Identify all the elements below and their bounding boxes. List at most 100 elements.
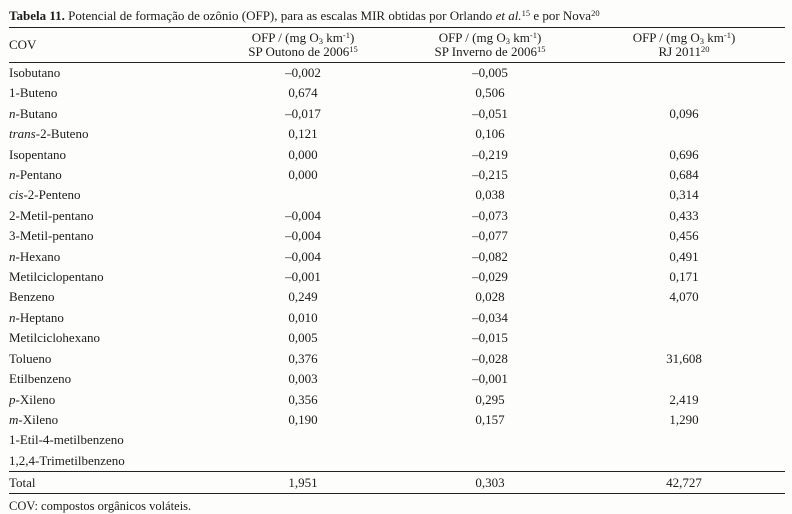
value-cell: [583, 63, 785, 84]
value-cell: 0,314: [669, 187, 699, 203]
caption-reference-20: 20: [591, 8, 600, 18]
value-cell: 0,295: [475, 391, 505, 407]
ofp-unit-label: OFP / (mg O3 km-1): [632, 30, 736, 46]
table-row: 1-Buteno 0,674 0,506: [9, 83, 785, 103]
table-body: Isobutano –0,002 –0,005 1-Buteno 0,674 0,506 n…: [9, 63, 785, 472]
value-cell: –0,015: [472, 330, 508, 346]
cov-cell: Isopentano: [9, 146, 67, 162]
value-cell: –0,017: [285, 105, 321, 121]
column-header-sp-inverno: OFP / (mg O3 km-1) SP Inverno de 200615: [397, 27, 583, 63]
table-row: n-Pentano 0,000 –0,215 0,684: [9, 165, 785, 185]
cov-cell: 1-Buteno: [9, 85, 58, 101]
cov-cell: Tolueno: [9, 350, 52, 366]
table-caption: Tabela 11. Potencial de formação de ozôn…: [9, 8, 784, 23]
cov-cell: 3-Metil-pentano: [9, 228, 94, 244]
cov-cell: m-Xileno: [9, 411, 59, 427]
value-cell: [209, 185, 397, 205]
cov-cell: Benzeno: [9, 289, 55, 305]
value-cell: 0,000: [288, 146, 318, 162]
table-row: n-Hexano –0,004 –0,082 0,491: [9, 247, 785, 267]
value-cell: –0,004: [285, 207, 321, 223]
value-cell: 0,506: [475, 85, 505, 101]
cov-cell: 1,2,4-Trimetilbenzeno: [9, 452, 125, 468]
value-cell: 0,096: [669, 105, 699, 121]
total-value-sp-outono: 1,951: [209, 471, 397, 495]
caption-text-2: e por Nova: [530, 8, 592, 23]
column-header-cov: COV: [9, 27, 209, 63]
table-row: Metilciclopentano –0,001 –0,029 0,171: [9, 267, 785, 287]
value-cell: 0,356: [288, 391, 318, 407]
value-cell: [583, 369, 785, 389]
value-cell: [209, 451, 397, 472]
table-row: p-Xileno 0,356 0,295 2,419: [9, 390, 785, 410]
cov-cell: trans-2-Buteno: [9, 126, 89, 142]
value-cell: 0,010: [288, 309, 318, 325]
value-cell: 0,684: [669, 167, 699, 183]
value-cell: [583, 328, 785, 348]
value-cell: –0,029: [472, 269, 508, 285]
value-cell: 1,290: [669, 411, 699, 427]
ofp-scope-label: SP Inverno de 200615: [434, 43, 546, 59]
total-label: Total: [9, 471, 209, 495]
caption-reference-15: 15: [521, 8, 531, 18]
table-row: 1-Etil-4-metilbenzeno: [9, 430, 785, 450]
cov-cell: n-Pentano: [9, 167, 62, 183]
table-row: Metilciclohexano 0,005 –0,015: [9, 328, 785, 348]
value-cell: [583, 83, 785, 103]
value-cell: –0,004: [285, 228, 321, 244]
value-cell: –0,004: [285, 248, 321, 264]
value-cell: 0,376: [288, 350, 318, 366]
value-cell: 2,419: [669, 391, 699, 407]
value-cell: 0,491: [669, 248, 699, 264]
table-row: 2-Metil-pentano –0,004 –0,073 0,433: [9, 206, 785, 226]
cov-cell: Etilbenzeno: [9, 371, 72, 387]
cov-cell: Isobutano: [9, 65, 61, 80]
value-cell: 0,190: [288, 411, 318, 427]
value-cell: 4,070: [669, 289, 699, 305]
cov-cell: n-Hexano: [9, 248, 61, 264]
table-footnote: COV: compostos orgânicos voláteis.: [9, 499, 192, 514]
cov-cell: Metilciclopentano: [9, 269, 104, 285]
value-cell: 0,038: [475, 187, 505, 203]
caption-etal: et al.: [495, 8, 522, 23]
cov-cell: 2-Metil-pentano: [9, 207, 94, 223]
cov-cell: Metilciclohexano: [9, 330, 100, 346]
value-cell: 0,171: [669, 269, 699, 285]
value-cell: [583, 308, 785, 328]
value-cell: 0,249: [288, 289, 318, 305]
value-cell: 31,608: [666, 350, 702, 366]
value-cell: –0,082: [472, 248, 508, 264]
table-row: Isopentano 0,000 –0,219 0,696: [9, 145, 785, 165]
value-cell: 0,000: [288, 167, 318, 183]
value-cell: –0,215: [472, 167, 508, 183]
table-row: Isobutano –0,002 –0,005: [9, 63, 785, 84]
value-cell: 0,121: [288, 126, 318, 142]
total-row: Total 1,951 0,303 42,727: [9, 471, 785, 495]
column-header-rj-2011: OFP / (mg O3 km-1) RJ 201120: [583, 27, 785, 63]
total-value-sp-inverno: 0,303: [397, 471, 583, 495]
table-row: cis-2-Penteno 0,038 0,314: [9, 185, 785, 205]
value-cell: –0,005: [472, 65, 508, 80]
value-cell: [583, 430, 785, 450]
value-cell: 0,106: [475, 126, 505, 142]
table-row: 3-Metil-pentano –0,004 –0,077 0,456: [9, 226, 785, 246]
cov-cell: n-Heptano: [9, 309, 64, 325]
table-row: m-Xileno 0,190 0,157 1,290: [9, 410, 785, 430]
ofp-scope-label: RJ 201120: [658, 43, 710, 59]
value-cell: [583, 451, 785, 472]
column-header-sp-outono: OFP / (mg O3 km-1) SP Outono de 200615: [209, 27, 397, 63]
value-cell: –0,051: [472, 105, 508, 121]
caption-label: Tabela 11.: [9, 8, 65, 23]
table-row: n-Butano –0,017 –0,051 0,096: [9, 104, 785, 124]
value-cell: –0,028: [472, 350, 508, 366]
cov-cell: p-Xileno: [9, 391, 56, 407]
table-row: Tolueno 0,376 –0,028 31,608: [9, 349, 785, 369]
value-cell: 0,696: [669, 146, 699, 162]
table-row: n-Heptano 0,010 –0,034: [9, 308, 785, 328]
value-cell: 0,456: [669, 228, 699, 244]
ofp-unit-label: OFP / (mg O3 km-1): [438, 30, 542, 46]
total-value-rj-2011: 42,727: [583, 471, 785, 495]
value-cell: –0,001: [285, 269, 321, 285]
value-cell: –0,219: [472, 146, 508, 162]
header-row: COV OFP / (mg O3 km-1) SP Outono de 2006…: [9, 27, 785, 63]
